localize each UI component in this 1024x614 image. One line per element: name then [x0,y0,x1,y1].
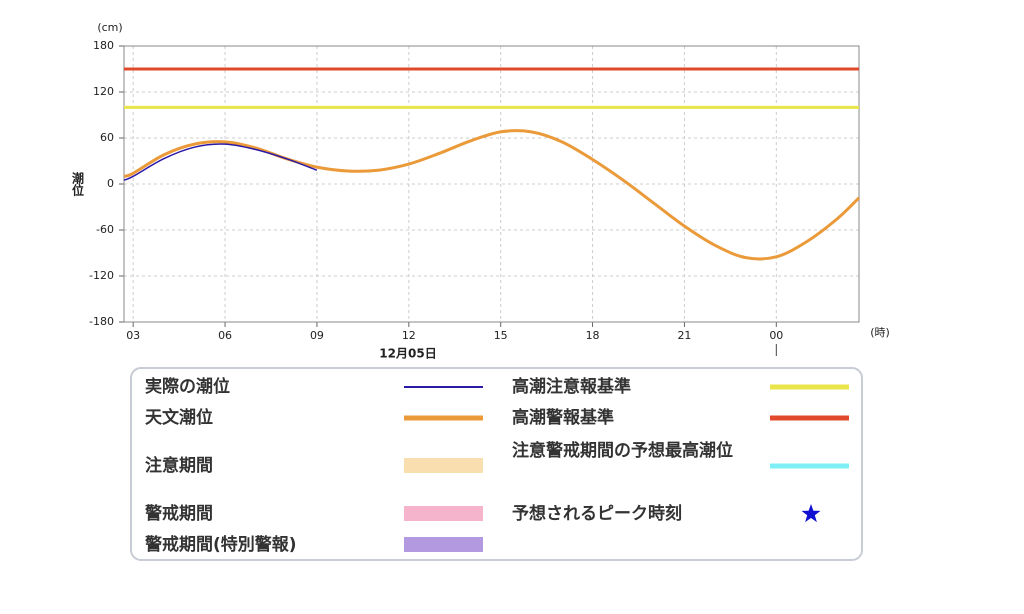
legend-star [801,504,821,523]
legend-swatch [404,506,483,521]
x-tick-label: 03 [126,329,140,342]
x-tick-label: 12 [402,329,416,342]
x-tick-label: 09 [310,329,324,342]
y-tick-label: -120 [89,269,114,282]
legend-label: 警戒期間 [145,504,213,524]
legend-label: 警戒期間(特別警報) [145,535,297,555]
legend-swatch [404,458,483,473]
legend-label: 天文潮位 [145,408,213,428]
legend-label: 高潮警報基準 [512,408,614,428]
y-tick-label: 0 [107,177,114,190]
legend-label: 高潮注意報基準 [512,377,631,397]
y-unit: (cm) [97,21,122,34]
legend-label: 予想されるピーク時刻 [512,504,682,524]
series-line [123,143,318,181]
x-tick-label: 18 [586,329,600,342]
legend-label: 注意警戒期間の予想最高潮位 [512,441,733,461]
y-tick-label: -60 [96,223,114,236]
x-tick-label: 15 [494,329,508,342]
y-tick-label: -180 [89,315,114,328]
legend-label: 実際の潮位 [145,377,230,397]
legend-label: 注意期間 [145,456,213,476]
legend-swatch [404,537,483,552]
x-unit: (時) [870,326,890,339]
series-line [123,129,861,261]
x-tick-label: 21 [677,329,691,342]
plot-frame [123,45,860,323]
x-tick-label: 06 [218,329,232,342]
y-axis-label: 潮位 [71,171,85,197]
x-tick-label: 00 [769,329,783,342]
y-tick-label: 60 [100,131,114,144]
date-label: 12月05日 [379,347,436,361]
legend-box [130,367,863,561]
y-tick-label: 120 [93,85,114,98]
y-tick-label: 180 [93,39,114,52]
